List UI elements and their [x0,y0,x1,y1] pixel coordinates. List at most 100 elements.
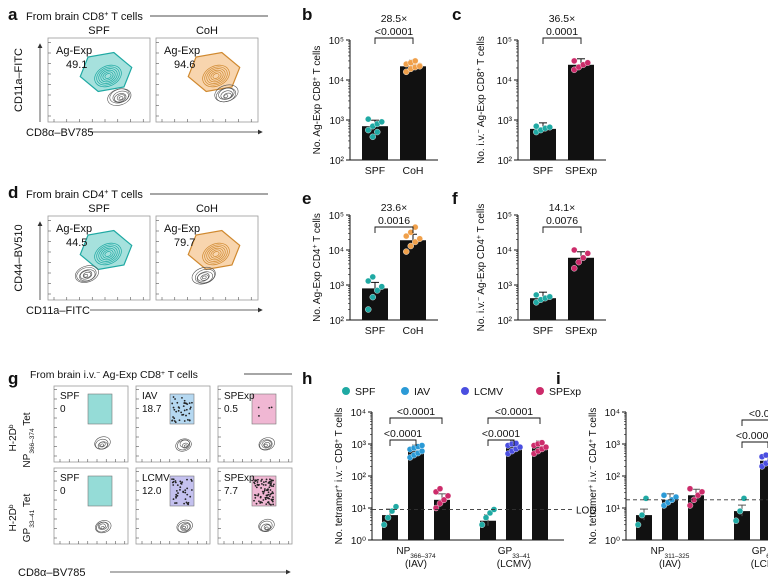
data-point [634,521,642,528]
bar-iav [662,499,678,540]
panel-heading: From brain CD4+ T cells [26,188,143,201]
panel-letter-i: i [556,369,561,388]
ungated-contour [196,271,214,284]
gated-contour [100,247,116,261]
event-dot [187,501,190,504]
gated-contour [208,69,224,83]
panel-letter-g: g [8,369,18,388]
ungated-contour [261,523,272,532]
data-point [642,495,650,502]
data-point [365,306,372,313]
legend-label: SPExp [549,386,581,398]
data-point [440,496,448,504]
ungated-contour [264,526,269,530]
bar-lcmv [506,447,522,540]
event-dot [175,493,178,496]
data-point [380,521,388,528]
p-value-label: <0.0001 [749,408,768,420]
legend-marker [342,387,350,395]
event-dot [181,396,183,399]
data-point [444,492,452,500]
gated-contour [204,244,228,264]
event-dot [174,481,177,484]
significance-bracket [542,226,582,233]
legend-label: SPF [355,386,375,398]
event-dot [267,493,270,496]
significance-bracket [374,37,414,44]
y-tick-label: 10⁴ [329,76,344,87]
bar-chart-c: 10² 10³ 10⁴ 10⁵ No. i.v.− Ag-Exp CD8+ T cell… [476,13,606,177]
event-dot [176,484,179,487]
data-point [571,57,578,65]
ungated-contour [182,525,187,529]
y-tick-label: 10² [606,472,621,483]
y-label: No. i.v.− Ag-Exp CD8+ T cells [476,36,488,164]
event-dot [265,478,268,481]
event-dot [257,494,259,497]
event-dot [269,489,272,491]
gate-value: 12.0 [142,486,162,497]
group-sublabel: (IAV) [405,559,427,570]
ungated-contour [263,524,271,531]
y-tick-label: 10¹ [352,504,367,515]
p-value-label: 0.0001 [546,26,578,38]
data-point [418,442,426,449]
flow-y-label: CD44–BV510 [13,224,25,291]
event-dot [272,485,275,488]
legend-marker [536,387,544,395]
ungated-contour [180,523,191,532]
event-dot [185,408,188,411]
group-sublabel: (LCMV) [751,559,768,570]
gate-value: 79.7 [174,237,195,249]
y-tick-label: 10³ [330,281,345,292]
ungated-contour [100,443,105,447]
event-dot [188,412,191,415]
ungated-contour [202,275,207,280]
y-label: No. i.v.− Ag-Exp CD4+ T cells [476,204,488,332]
ungated-contour [259,520,273,532]
bar-spexp [532,447,548,540]
event-dot [177,492,179,494]
ungated-contour [197,272,210,282]
ungated-contour [176,519,193,533]
y-label: No. Ag-Exp CD8+ T cells [312,46,324,155]
ungated-contour [97,521,108,530]
gate-label: Ag-Exp [56,223,92,235]
plot-title: SPF [60,391,79,402]
data-point [638,511,646,519]
event-dot [190,489,193,491]
data-point [384,514,392,521]
event-dot [189,406,192,409]
event-dot [190,480,193,482]
event-dot [265,496,268,499]
event-dot [179,486,182,489]
event-dot [257,406,260,409]
event-dot [191,401,193,404]
gated-contour [210,71,222,81]
data-point [374,128,381,136]
event-dot [270,503,272,506]
plot-title: SPF [60,473,79,484]
tetramer-gate [87,393,113,425]
event-dot [257,493,260,496]
gated-contour [102,249,114,259]
gated-contour [202,242,230,266]
data-point [575,258,582,266]
event-dot [262,483,265,486]
fold-change-label: 36.5× [549,13,576,25]
ungated-contour [95,520,112,534]
y-tick-label: 10⁵ [497,36,512,47]
p-value-label: 0.0016 [378,215,410,227]
event-dot [173,420,176,422]
event-dot [265,494,268,497]
data-point [533,122,540,130]
significance-bracket [487,417,541,424]
y-label: No. Ag-Exp CD4+ T cells [312,213,324,322]
event-dot [172,396,175,398]
event-dot [262,481,265,484]
data-point [365,126,372,134]
tet-y-label-bottom-2: GP33–41 Tet [22,494,36,543]
event-dot [174,480,177,482]
event-dot [172,478,175,481]
gate-polygon [187,51,241,93]
